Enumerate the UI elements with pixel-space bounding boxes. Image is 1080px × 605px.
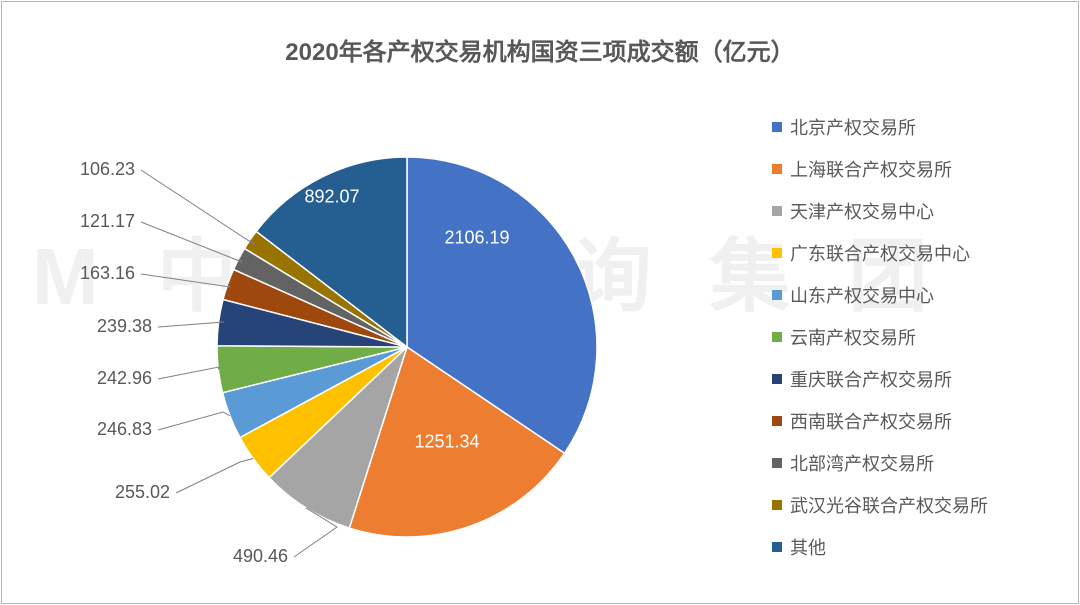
legend-swatch — [772, 206, 782, 216]
legend-label: 广东联合产权交易中心 — [790, 240, 970, 266]
legend-label: 天津产权交易中心 — [790, 198, 934, 224]
data-label: 1251.34 — [414, 432, 479, 453]
legend-item: 重庆联合产权交易所 — [772, 366, 988, 392]
data-label: 121.17 — [80, 211, 135, 232]
legend-swatch — [772, 332, 782, 342]
legend-swatch — [772, 122, 782, 132]
legend-swatch — [772, 374, 782, 384]
legend-label: 西南联合产权交易所 — [790, 408, 952, 434]
legend-swatch — [772, 500, 782, 510]
legend-label: 北部湾产权交易所 — [790, 450, 934, 476]
data-label: 163.16 — [80, 263, 135, 284]
legend-label: 重庆联合产权交易所 — [790, 366, 952, 392]
legend-item: 武汉光谷联合产权交易所 — [772, 492, 988, 518]
legend-swatch — [772, 248, 782, 258]
legend-label: 上海联合产权交易所 — [790, 156, 952, 182]
legend-item: 其他 — [772, 534, 988, 560]
legend-label: 云南产权交易所 — [790, 324, 916, 350]
legend-label: 武汉光谷联合产权交易所 — [790, 492, 988, 518]
legend: 北京产权交易所上海联合产权交易所天津产权交易中心广东联合产权交易中心山东产权交易… — [772, 114, 988, 576]
legend-swatch — [772, 416, 782, 426]
legend-swatch — [772, 542, 782, 552]
legend-item: 北京产权交易所 — [772, 114, 988, 140]
data-label: 106.23 — [80, 159, 135, 180]
legend-item: 上海联合产权交易所 — [772, 156, 988, 182]
data-label: 239.38 — [97, 316, 152, 337]
legend-item: 广东联合产权交易中心 — [772, 240, 988, 266]
legend-swatch — [772, 458, 782, 468]
legend-label: 其他 — [790, 534, 826, 560]
data-label: 490.46 — [233, 546, 288, 567]
chart-frame: M 中 大 咨 询 集 团 2020年各产权交易机构国资三项成交额（亿元） 21… — [1, 1, 1079, 604]
legend-item: 天津产权交易中心 — [772, 198, 988, 224]
data-label: 246.83 — [97, 419, 152, 440]
data-label: 892.07 — [304, 187, 359, 208]
legend-item: 云南产权交易所 — [772, 324, 988, 350]
legend-swatch — [772, 290, 782, 300]
legend-label: 北京产权交易所 — [790, 114, 916, 140]
data-label: 255.02 — [115, 482, 170, 503]
legend-label: 山东产权交易中心 — [790, 282, 934, 308]
data-label: 242.96 — [97, 368, 152, 389]
data-label: 2106.19 — [444, 228, 509, 249]
legend-item: 北部湾产权交易所 — [772, 450, 988, 476]
legend-swatch — [772, 164, 782, 174]
legend-item: 山东产权交易中心 — [772, 282, 988, 308]
legend-item: 西南联合产权交易所 — [772, 408, 988, 434]
